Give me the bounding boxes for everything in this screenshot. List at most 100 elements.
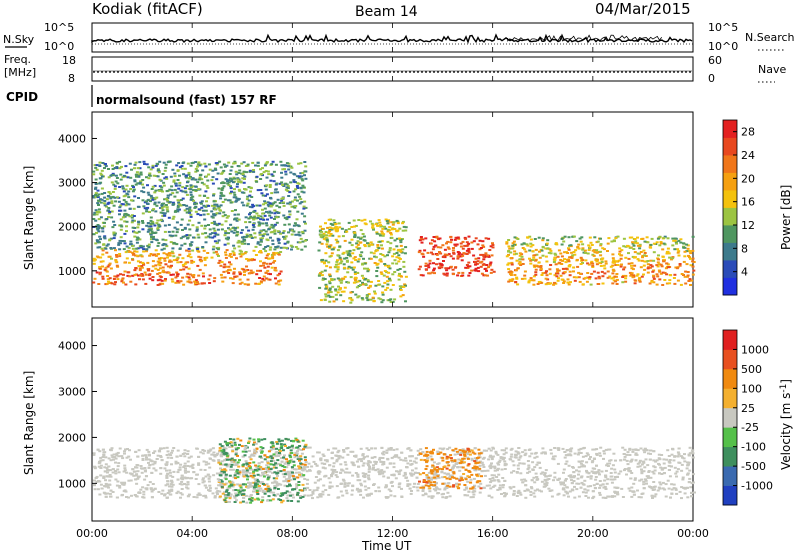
power-cell-2428 (451, 249, 455, 252)
power-cell-1190 (235, 234, 239, 237)
power-cell-2050 (325, 237, 329, 240)
velocity-cell-1403 (576, 477, 580, 480)
velocity-cell-1150 (585, 469, 588, 472)
power-cell-2391 (432, 236, 436, 238)
power-cell-3061 (666, 247, 670, 250)
velocity-cell-1760 (581, 483, 585, 486)
power-cell-308 (181, 257, 185, 260)
power-cell-2511 (442, 260, 445, 262)
velocity-cell-561 (206, 451, 210, 454)
velocity-cell-1010 (265, 483, 269, 486)
power-cell-523 (167, 230, 171, 233)
power-cell-1665 (211, 216, 215, 219)
velocity-cell-903 (543, 473, 547, 476)
power-cell-1639 (259, 168, 262, 171)
power-cell-1671 (149, 238, 153, 241)
power-cell-2540 (676, 248, 680, 251)
velocity-cell-1574 (668, 461, 672, 464)
velocity-cell-854 (667, 464, 671, 467)
power-cell-1951 (386, 299, 390, 302)
power-cell-2489 (480, 260, 484, 263)
velocity-cell-1671 (593, 467, 597, 470)
power-cell-585 (103, 167, 106, 169)
power-cell-166 (273, 260, 277, 262)
power-cell-1002 (178, 203, 182, 206)
velocity-cell-1573 (302, 467, 306, 470)
power-cell-863 (276, 245, 280, 248)
power-cell-3146 (646, 260, 650, 262)
velocity-cell-1571 (459, 475, 463, 478)
velocity-cell-604 (606, 465, 610, 467)
power-cell-2264 (356, 271, 360, 274)
power-cell-1855 (334, 238, 338, 241)
velocity-cell-951 (104, 456, 108, 459)
velocity-cell-1020 (579, 462, 583, 465)
velocity-cell-1540 (487, 458, 491, 461)
power-cell-1298 (98, 177, 102, 180)
velocity-cell-778 (300, 452, 304, 455)
power-cell-1619 (147, 228, 151, 231)
velocity-cell-1558 (149, 487, 153, 490)
power-cell-2432 (421, 238, 425, 241)
power-cell-2024 (390, 236, 394, 239)
power-cell-359 (240, 250, 243, 253)
power-cell-1029 (252, 226, 256, 228)
power-cell-1640 (142, 205, 146, 208)
power-cell-2117 (342, 263, 346, 266)
power-cell-1920 (317, 249, 321, 252)
velocity-cell-1353 (673, 455, 677, 458)
power-cell-1776 (176, 206, 180, 209)
velocity-cell-614 (306, 465, 310, 468)
power-cell-2463 (431, 248, 435, 251)
power-cell-3158 (549, 252, 553, 255)
power-cell-232 (110, 282, 114, 285)
velocity-cell-892 (485, 449, 489, 452)
power-cell-241 (200, 282, 204, 285)
velocity-cell-1191 (362, 496, 365, 499)
power-cell-2923 (586, 272, 590, 274)
velocity-cell-1159 (658, 463, 661, 466)
velocity-cell-1738 (294, 476, 298, 479)
power-cell-564 (216, 172, 220, 175)
power-cell-1160 (157, 242, 161, 245)
velocity-cell-1059 (211, 447, 215, 450)
power-cell-3058 (526, 236, 530, 239)
power-cell-2738 (593, 236, 597, 239)
velocity-cell-1401 (643, 466, 647, 469)
power-cell-142 (98, 267, 102, 270)
power-cell-2695 (568, 265, 572, 268)
power-cell-2293 (320, 270, 324, 273)
power-cell-2224 (374, 223, 378, 226)
power-cell-2111 (374, 284, 378, 287)
velocity-cell-1345 (170, 456, 174, 459)
velocity-cell-830 (166, 456, 170, 459)
power-cell-3101 (662, 260, 666, 263)
power-cell-261 (250, 259, 254, 262)
velocity-cell-1306 (112, 458, 115, 461)
power-cell-403 (99, 256, 103, 259)
power-cell-818 (247, 229, 251, 232)
power-cell-2148 (371, 296, 375, 299)
velocity-cell-1132 (110, 447, 114, 450)
power-cell-156 (224, 253, 228, 256)
power-cell-2406 (419, 237, 423, 240)
power-cell-1099 (181, 186, 185, 189)
power-cell-2249 (398, 237, 401, 240)
power-cell-2105 (391, 300, 395, 303)
velocity-cell-1342 (633, 478, 637, 481)
power-cell-703 (271, 239, 275, 242)
power-cell-2223 (381, 227, 385, 230)
power-cell-1610 (114, 200, 118, 203)
velocity-cell-746 (160, 492, 164, 495)
power-colorbar-label: Power [dB] (779, 185, 793, 250)
power-cell-2925 (541, 237, 545, 240)
power-cell-409 (160, 279, 164, 282)
power-cell-1203 (212, 227, 216, 230)
velocity-cell-836 (164, 463, 168, 466)
power-cell-1016 (133, 195, 137, 198)
power-cell-295 (103, 268, 107, 271)
velocity-cell-1564 (562, 494, 566, 497)
velocity-cell-474 (232, 489, 236, 492)
power-cell-1690 (164, 166, 168, 169)
power-cell-2198 (339, 278, 343, 281)
